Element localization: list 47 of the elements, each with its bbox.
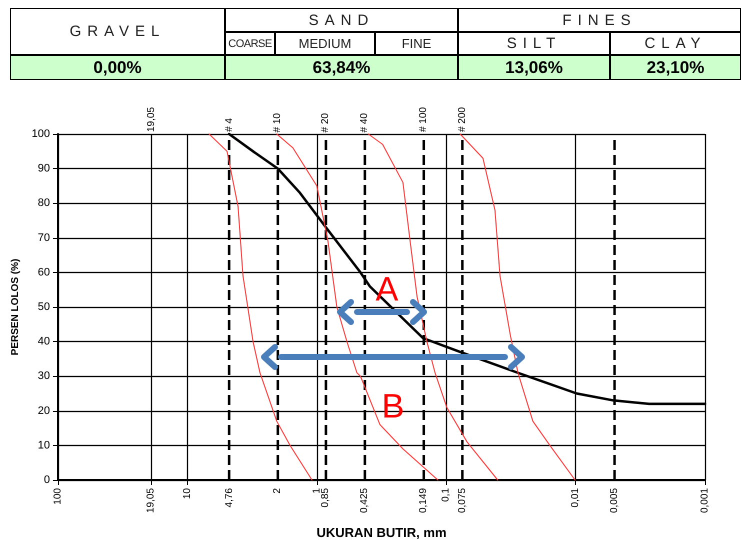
text: # 10 bbox=[272, 113, 284, 132]
text: # 20 bbox=[320, 113, 332, 132]
text: 63,84% bbox=[225, 55, 458, 80]
ref-line-label: 4,76 bbox=[224, 488, 235, 508]
text: 19,05 bbox=[146, 107, 157, 132]
text: SAND bbox=[225, 8, 458, 32]
ref-line-label: 0,149 bbox=[418, 488, 430, 514]
ref-line-label: 0,075 bbox=[456, 488, 468, 514]
x-tick-label: 0,01 bbox=[570, 488, 582, 508]
y-tick-label: 30 bbox=[38, 370, 50, 382]
x-tick-label: 0,001 bbox=[700, 488, 710, 514]
text: FINES bbox=[458, 8, 741, 32]
text: MEDIUM bbox=[275, 32, 375, 55]
text: # 4 bbox=[224, 118, 235, 132]
y-tick-label: 0 bbox=[44, 474, 50, 486]
y-tick-label: 20 bbox=[38, 404, 50, 417]
x-tick-label: 0,1 bbox=[440, 488, 452, 502]
text: # 100 bbox=[418, 107, 430, 132]
text: CLAY bbox=[610, 32, 741, 55]
x-tick-label: 1 bbox=[311, 488, 322, 494]
y-tick-label: 80 bbox=[38, 197, 50, 210]
text: 13,06% bbox=[458, 55, 610, 80]
text: 0,00% bbox=[10, 55, 225, 80]
annotation: A bbox=[376, 270, 398, 310]
y-tick-label: 40 bbox=[38, 336, 50, 348]
text: # 200 bbox=[456, 107, 468, 132]
x-tick-label: 100 bbox=[52, 488, 64, 505]
text: # 40 bbox=[359, 113, 370, 132]
y-tick-label: 50 bbox=[38, 301, 50, 313]
x-tick-label: 10 bbox=[182, 488, 193, 500]
y-axis-title: PERSEN LOLOS (%) bbox=[10, 258, 22, 356]
y-tick-label: 10 bbox=[38, 439, 50, 452]
text: GRAVEL bbox=[10, 8, 225, 55]
y-tick-label: 60 bbox=[38, 266, 50, 278]
ref-line-label: 0,85 bbox=[320, 488, 332, 508]
y-tick-label: 70 bbox=[38, 232, 50, 244]
y-tick-label: 100 bbox=[32, 128, 50, 140]
text: FINE bbox=[375, 32, 458, 55]
x-tick-label: 19,05 bbox=[146, 488, 157, 514]
y-tick-label: 90 bbox=[38, 162, 50, 175]
ref-line-label: 0,005 bbox=[609, 488, 620, 514]
text: 23,10% bbox=[610, 55, 741, 80]
ref-line-label: 2 bbox=[272, 488, 284, 494]
ref-line-label: 0,425 bbox=[359, 488, 370, 514]
text: COARSE bbox=[225, 32, 275, 55]
x-axis-title: UKURAN BUTIR, mm bbox=[316, 525, 446, 540]
text: SILT bbox=[458, 32, 610, 55]
